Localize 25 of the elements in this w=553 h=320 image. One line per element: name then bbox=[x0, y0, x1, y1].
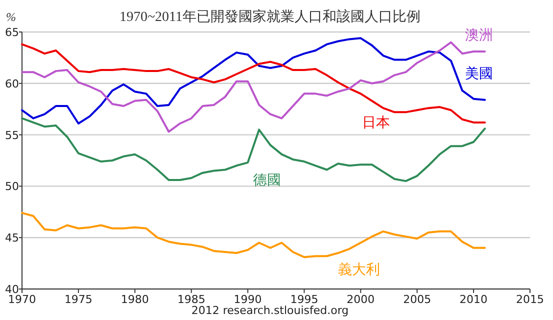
y-tick-label: 55 bbox=[5, 128, 19, 142]
y-tick-label: 45 bbox=[5, 232, 19, 245]
series-label: 德國 bbox=[252, 172, 281, 189]
y-tick-label: 50 bbox=[5, 180, 19, 194]
x-tick-label: 2015 bbox=[516, 293, 544, 306]
y-tick-label: 40 bbox=[5, 283, 19, 296]
series-label: 義大利 bbox=[338, 262, 380, 278]
x-tick-label: 1990 bbox=[234, 293, 262, 306]
series-label: 美國 bbox=[464, 66, 493, 82]
text: 2012 research.stlouisfed.org bbox=[191, 304, 349, 317]
series-label: 澳洲 bbox=[464, 28, 493, 44]
x-tick-label: 2010 bbox=[460, 293, 488, 306]
x-tick-label: 1975 bbox=[64, 293, 92, 306]
x-tick-label: 2005 bbox=[403, 293, 432, 306]
x-tick-label: 1980 bbox=[120, 293, 149, 306]
x-tick-label: 1970 bbox=[8, 293, 36, 306]
y-axis-title: % bbox=[6, 10, 16, 24]
x-tick-label: 1985 bbox=[177, 293, 206, 306]
chart-title: 1970~2011年已開發國家就業人口和該國人口比例 bbox=[119, 9, 421, 25]
x-tick-label: 2000 bbox=[346, 293, 375, 306]
x-tick-label: 1995 bbox=[290, 293, 318, 306]
line-series bbox=[21, 212, 486, 258]
y-tick-label: 60 bbox=[5, 77, 19, 90]
series-label: 日本 bbox=[362, 114, 390, 131]
y-tick-label: 65 bbox=[5, 26, 19, 39]
